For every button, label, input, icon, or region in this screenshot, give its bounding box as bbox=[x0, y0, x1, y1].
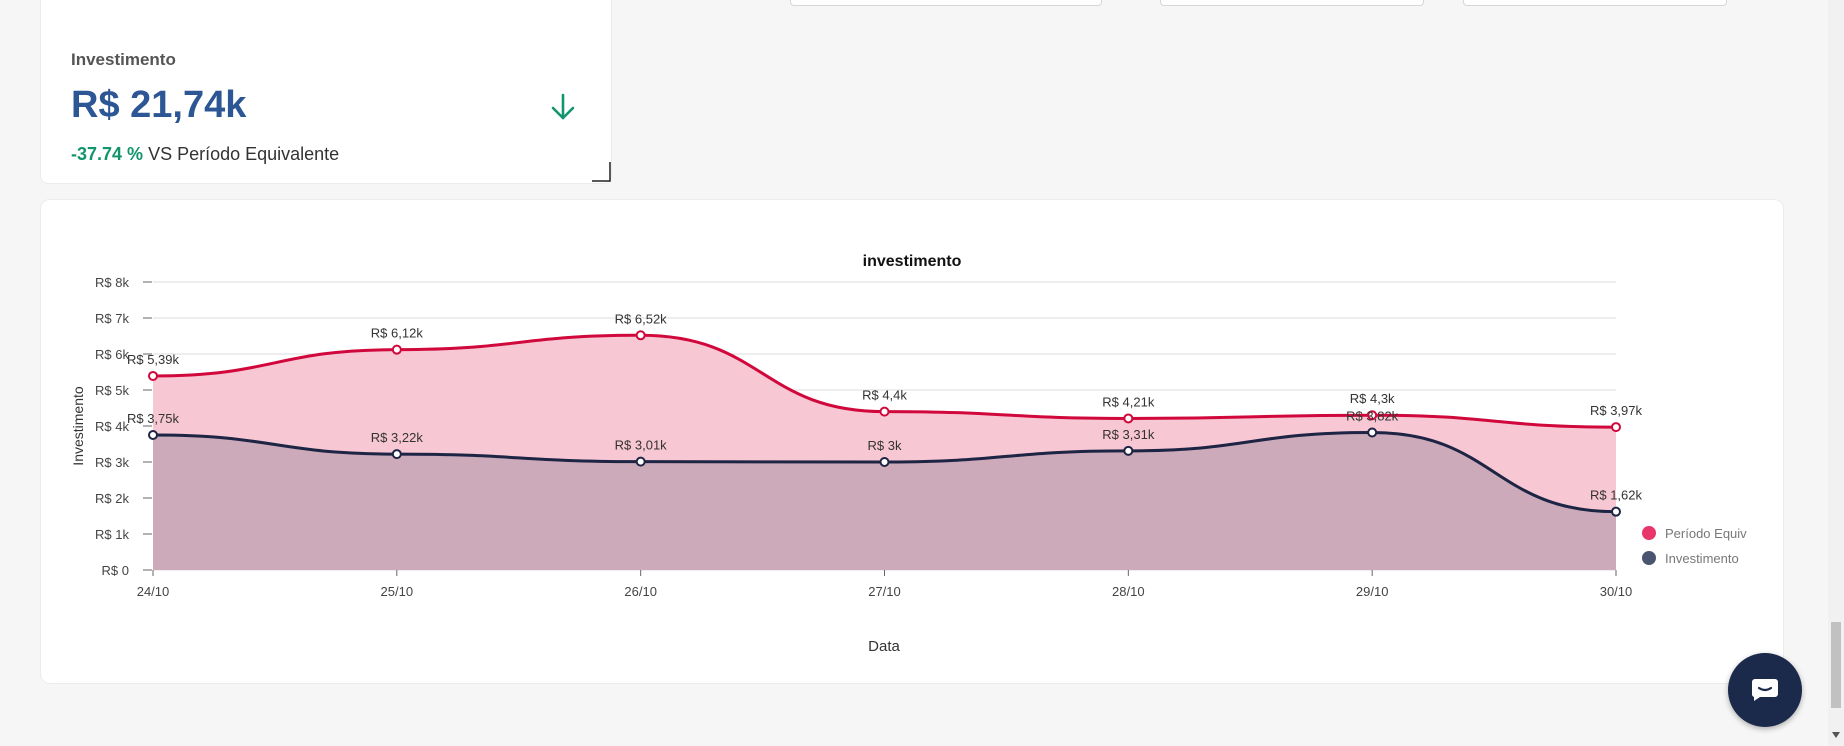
kpi-change-label: VS Período Equivalente bbox=[148, 144, 340, 164]
x-tick-label: 25/10 bbox=[381, 584, 414, 599]
chart-title: investimento bbox=[863, 253, 962, 270]
data-label: R$ 4,4k bbox=[862, 388, 907, 403]
y-tick-label: R$ 6k bbox=[95, 347, 129, 362]
legend-label: Período Equiv bbox=[1665, 526, 1747, 541]
x-tick-label: 24/10 bbox=[137, 584, 170, 599]
data-label: R$ 3,82k bbox=[1346, 408, 1399, 423]
series-area bbox=[153, 432, 1616, 570]
x-axis-label: Data bbox=[868, 638, 900, 655]
data-label: R$ 5,39k bbox=[127, 352, 180, 367]
kpi-change-percent: -37.74 % bbox=[71, 144, 144, 164]
data-point bbox=[148, 370, 158, 381]
y-tick-label: R$ 8k bbox=[95, 275, 129, 290]
data-point bbox=[391, 344, 402, 355]
y-tick-label: R$ 3k bbox=[95, 455, 129, 470]
data-point bbox=[1367, 427, 1378, 438]
data-label: R$ 3k bbox=[868, 438, 902, 453]
data-point bbox=[1123, 413, 1134, 424]
y-tick-label: R$ 0 bbox=[102, 563, 129, 578]
y-axis-label: Investimento bbox=[70, 386, 86, 466]
y-tick-label: R$ 2k bbox=[95, 491, 129, 506]
legend-marker bbox=[1642, 551, 1656, 565]
data-label: R$ 4,3k bbox=[1350, 391, 1395, 406]
kpi-change: -37.74 % VS Período Equivalente bbox=[71, 144, 339, 165]
data-point bbox=[635, 456, 646, 467]
kpi-card-investimento: Investimento R$ 21,74k -37.74 % VS Perío… bbox=[40, 0, 612, 184]
resize-handle-icon[interactable] bbox=[591, 160, 611, 182]
scrollbar-thumb[interactable] bbox=[1831, 622, 1841, 708]
legend-label: Investimento bbox=[1665, 551, 1739, 566]
chat-bubble-icon bbox=[1751, 679, 1778, 701]
data-label: R$ 1,62k bbox=[1590, 488, 1643, 503]
data-point bbox=[879, 457, 890, 467]
legend-marker bbox=[1642, 526, 1656, 540]
x-tick-label: 29/10 bbox=[1356, 584, 1389, 599]
x-tick-label: 30/10 bbox=[1600, 584, 1633, 599]
data-label: R$ 3,97k bbox=[1590, 403, 1643, 418]
data-point bbox=[1611, 422, 1621, 433]
filter-select-3[interactable] bbox=[1463, 0, 1727, 6]
data-label: R$ 3,22k bbox=[371, 430, 424, 445]
data-label: R$ 3,01k bbox=[615, 438, 668, 453]
page-scrollbar[interactable] bbox=[1828, 0, 1844, 746]
x-tick-label: 28/10 bbox=[1112, 584, 1145, 599]
data-point bbox=[1611, 506, 1621, 517]
data-point bbox=[391, 449, 402, 460]
chat-button[interactable] bbox=[1728, 653, 1802, 727]
y-tick-label: R$ 1k bbox=[95, 527, 129, 542]
y-tick-label: R$ 4k bbox=[95, 419, 129, 434]
arrow-down-icon bbox=[551, 93, 575, 120]
y-tick-label: R$ 7k bbox=[95, 311, 129, 326]
data-point bbox=[148, 430, 158, 440]
data-point bbox=[1367, 410, 1378, 421]
data-label: R$ 4,21k bbox=[1102, 394, 1155, 409]
filter-select-2[interactable] bbox=[1160, 0, 1424, 6]
investimento-chart: investimento R$ 0 R$ 1k R$ 2k R$ 3k R$ 4k R$ 5… bbox=[70, 253, 1747, 655]
data-point bbox=[879, 406, 890, 417]
data-label: R$ 3,75k bbox=[127, 411, 180, 426]
kpi-title: Investimento bbox=[71, 50, 176, 69]
data-point bbox=[1123, 445, 1134, 456]
filter-select-1[interactable] bbox=[790, 0, 1102, 6]
kpi-value: R$ 21,74k bbox=[71, 84, 247, 126]
data-point bbox=[635, 330, 646, 341]
chart-card-investimento: investimento R$ 0 R$ 1k R$ 2k R$ 3k R$ 4k R$ 5… bbox=[40, 199, 1784, 684]
x-tick-label: 26/10 bbox=[624, 584, 657, 599]
data-label: R$ 6,12k bbox=[371, 326, 424, 341]
scroll-down-arrow-icon[interactable] bbox=[1832, 732, 1840, 738]
data-label: R$ 6,52k bbox=[615, 311, 668, 326]
data-label: R$ 3,31k bbox=[1102, 427, 1155, 442]
y-tick-label: R$ 5k bbox=[95, 383, 129, 398]
x-tick-label: 27/10 bbox=[868, 584, 901, 599]
